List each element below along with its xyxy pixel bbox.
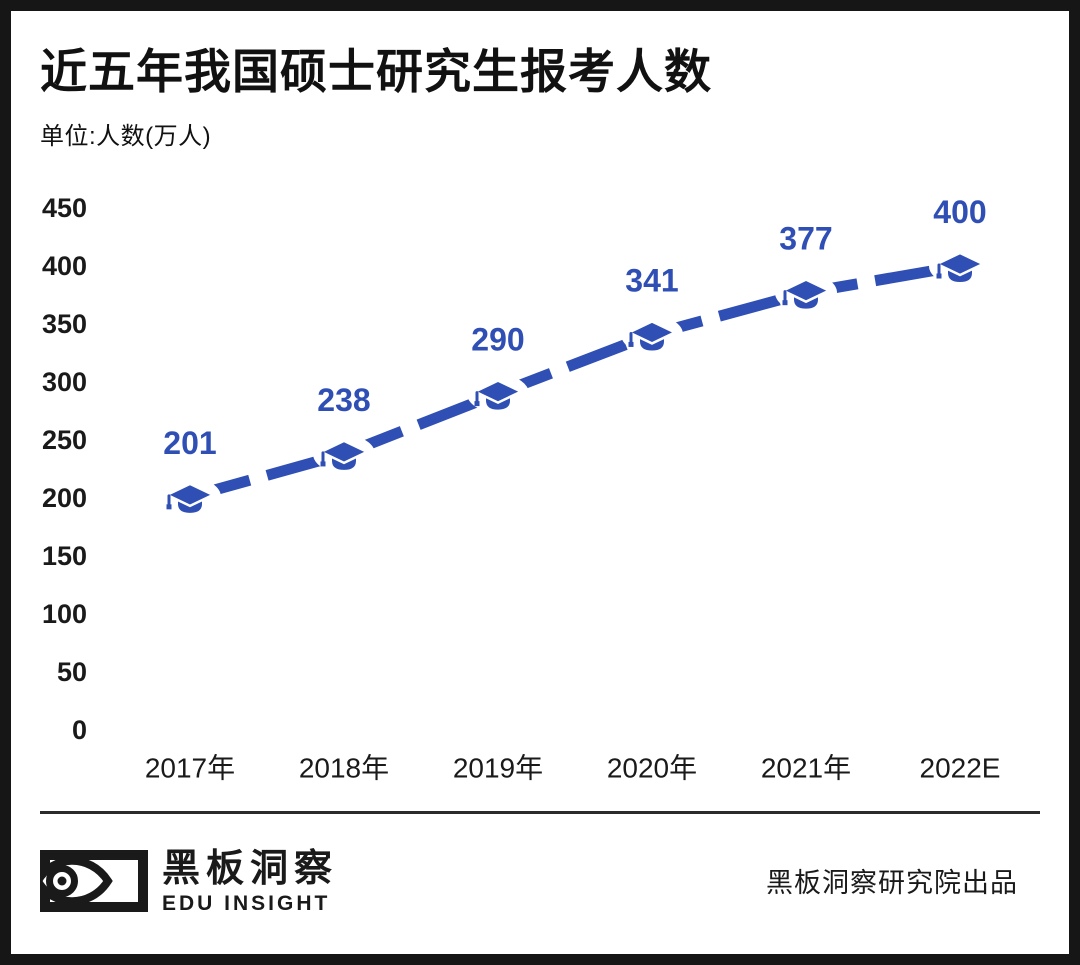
data-value-label: 377 (779, 221, 832, 257)
brand-name-cn: 黑板洞察 (162, 848, 339, 890)
footer-divider (40, 811, 1040, 814)
data-value-label: 341 (625, 262, 678, 298)
y-axis-tick-label: 450 (42, 193, 87, 223)
y-axis-tick-label: 350 (42, 309, 87, 339)
x-axis-label: 2017年 (145, 753, 235, 784)
graduation-cap-marker (621, 315, 683, 354)
trend-line (188, 260, 961, 503)
y-axis-tick-label: 150 (42, 541, 87, 571)
brand-name-en: EDU INSIGHT (162, 891, 331, 915)
page-title: 近五年我国硕士研究生报考人数 (40, 45, 712, 98)
y-axis-tick-label: 400 (42, 251, 87, 281)
data-value-label: 400 (933, 194, 986, 230)
data-value-label: 238 (317, 382, 370, 418)
x-axis-label: 2019年 (453, 753, 543, 784)
x-axis-label: 2022E (920, 753, 1001, 784)
data-value-label: 201 (163, 425, 216, 461)
data-value-label: 290 (471, 322, 524, 358)
footer-brand: 黑板洞察 EDU INSIGHT (40, 848, 338, 915)
footer-credit: 黑板洞察研究院出品 (766, 868, 1018, 898)
edu-insight-eye-logo (40, 850, 148, 913)
x-axis-label: 2018年 (299, 753, 389, 784)
graduation-cap-marker (775, 273, 837, 312)
graduation-cap-marker (313, 434, 375, 473)
y-axis-tick-label: 0 (72, 715, 87, 745)
x-axis-label: 2021年 (761, 753, 851, 784)
y-axis-tick-label: 250 (42, 425, 87, 455)
x-axis-label: 2020年 (607, 753, 697, 784)
y-axis-tick-label: 200 (42, 483, 87, 513)
graduation-cap-marker (467, 374, 529, 413)
graduation-cap-marker (159, 477, 221, 516)
line-chart: 0 50 100 150 200 250 300 350 400 450 2017年 2018年 201… (42, 193, 1001, 784)
unit-label: 单位:人数(万人) (40, 123, 212, 150)
y-axis-tick-label: 300 (42, 367, 87, 397)
y-axis-tick-label: 100 (42, 599, 87, 629)
eye-icon (40, 857, 113, 906)
y-axis-tick-label: 50 (57, 657, 87, 687)
graduation-cap-marker (929, 247, 991, 285)
